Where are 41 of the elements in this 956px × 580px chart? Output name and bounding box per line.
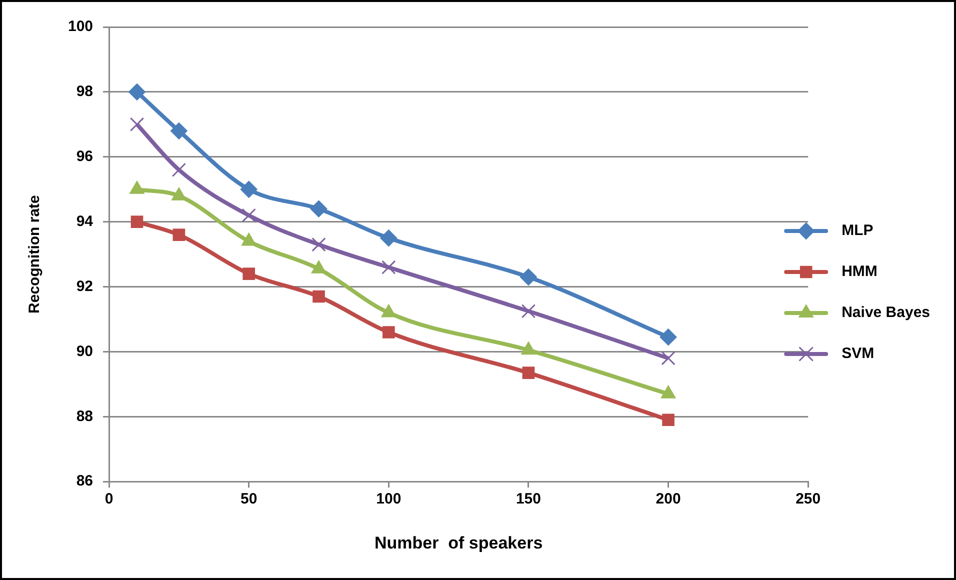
x-tick-label: 0 [104, 490, 114, 508]
point [662, 414, 674, 426]
x-tick-label: 100 [376, 490, 402, 508]
y-tick-label: 92 [76, 278, 94, 295]
point [522, 366, 535, 379]
point [312, 290, 325, 303]
y-axis-title: Recognition rate [26, 195, 44, 314]
point [130, 216, 144, 228]
point [130, 117, 144, 132]
y-tick-label: 88 [76, 408, 94, 425]
point [660, 328, 677, 346]
point [242, 208, 256, 222]
y-tick-label: 100 [68, 18, 94, 36]
y-tick-label: 90 [76, 342, 94, 360]
point [312, 237, 326, 252]
legend-label: HMM [842, 263, 878, 280]
legend-label: MLP [842, 222, 874, 240]
y-tick-label: 96 [76, 148, 94, 166]
y-tick-label: 94 [76, 212, 94, 230]
point [520, 268, 537, 286]
point [661, 351, 676, 366]
point [240, 180, 258, 198]
point [128, 83, 146, 100]
y-tick-label: 98 [76, 83, 94, 100]
x-tick-label: 150 [516, 490, 541, 508]
point [170, 122, 188, 140]
point [380, 230, 398, 247]
point [382, 326, 395, 338]
x-tick-label: 50 [240, 490, 258, 508]
point [382, 260, 396, 274]
point [521, 304, 536, 318]
x-axis-title: Number of speakers [374, 533, 543, 552]
legend-label: SVM [842, 345, 874, 362]
point [172, 228, 186, 241]
y-tick-label: 86 [76, 472, 94, 490]
x-tick-label: 200 [656, 490, 681, 508]
x-tick-label: 250 [796, 490, 821, 508]
point [172, 162, 186, 177]
legend-label: Naive Bayes [842, 304, 930, 322]
point [310, 200, 328, 218]
point [242, 268, 255, 280]
